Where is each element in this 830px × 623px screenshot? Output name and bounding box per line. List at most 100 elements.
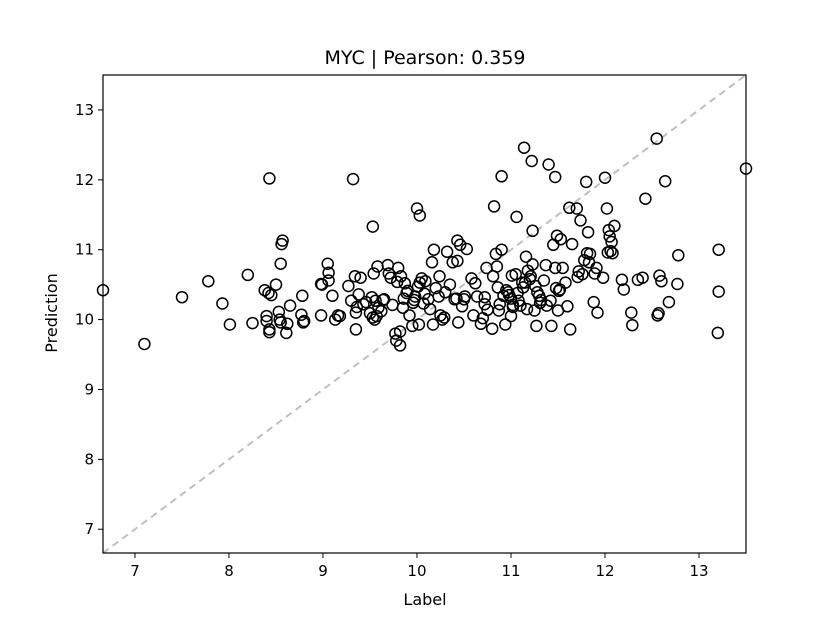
data-point	[581, 225, 595, 239]
x-tick-label: 9	[318, 562, 328, 580]
data-point	[451, 254, 464, 268]
data-point	[281, 317, 294, 331]
data-point	[349, 323, 363, 336]
data-point	[491, 281, 505, 294]
data-point	[570, 202, 584, 215]
data-point	[603, 230, 616, 243]
data-point	[526, 258, 539, 271]
data-point	[625, 306, 638, 319]
data-point	[427, 243, 441, 256]
data-point	[672, 249, 685, 262]
data-point	[636, 271, 649, 284]
data-point	[423, 302, 437, 316]
data-point	[326, 289, 339, 303]
data-point	[509, 267, 522, 281]
x-tick-label: 13	[689, 562, 708, 580]
data-point	[357, 297, 370, 311]
data-point	[246, 316, 259, 330]
data-point	[561, 300, 574, 313]
data-point	[639, 192, 652, 205]
data-point	[606, 246, 619, 260]
axes-frame	[102, 74, 747, 554]
data-point	[396, 301, 410, 314]
data-point	[650, 132, 663, 145]
data-point	[393, 325, 407, 338]
data-point	[590, 261, 603, 275]
data-point	[545, 319, 558, 333]
data-point	[712, 243, 725, 256]
data-point	[554, 232, 568, 246]
y-tick-label: 8	[84, 450, 94, 468]
data-point	[712, 285, 725, 298]
data-point	[314, 309, 328, 322]
data-point	[490, 260, 504, 273]
data-point	[265, 288, 278, 302]
chart-title: MYC | Pearson: 0.359	[324, 47, 525, 69]
data-point	[559, 276, 572, 289]
y-tick-label: 7	[84, 520, 94, 538]
data-point	[478, 290, 491, 304]
data-point	[510, 210, 523, 224]
data-point	[579, 175, 593, 189]
data-point	[574, 214, 587, 227]
data-point	[433, 270, 446, 283]
data-point	[263, 172, 276, 185]
data-point	[514, 299, 527, 312]
data-point	[354, 271, 367, 284]
x-tick-label: 7	[130, 562, 140, 580]
data-point	[617, 283, 631, 296]
data-point	[587, 295, 600, 309]
data-point	[262, 286, 275, 300]
data-point	[608, 219, 621, 233]
data-point	[436, 313, 449, 326]
data-point	[415, 272, 428, 285]
x-tick-label: 10	[407, 562, 426, 580]
data-point	[296, 316, 310, 329]
data-point	[470, 290, 484, 303]
data-point	[556, 261, 569, 275]
data-point	[576, 267, 589, 281]
data-point	[537, 274, 551, 287]
data-point	[413, 209, 427, 222]
x-tick-label: 8	[224, 562, 234, 580]
data-point	[223, 318, 237, 331]
data-point	[425, 256, 439, 269]
data-point	[519, 250, 533, 263]
data-point	[365, 290, 379, 304]
data-point	[398, 277, 412, 290]
data-point	[315, 278, 329, 291]
data-point	[596, 271, 610, 284]
data-point	[346, 172, 360, 186]
data-point	[297, 314, 311, 328]
data-point	[526, 224, 539, 238]
data-point	[432, 290, 445, 303]
data-point	[333, 309, 347, 323]
x-axis-label: Label	[403, 590, 446, 609]
y-tick-label: 12	[75, 171, 94, 189]
data-point	[393, 339, 407, 352]
data-point	[321, 257, 334, 270]
data-point	[524, 270, 537, 283]
data-point	[274, 257, 287, 270]
data-point	[458, 290, 472, 303]
data-point	[655, 274, 668, 288]
data-point	[548, 170, 562, 184]
data-point	[565, 237, 579, 251]
data-point	[552, 284, 566, 298]
data-point	[175, 290, 189, 304]
data-point	[241, 268, 255, 282]
data-point	[544, 294, 557, 307]
data-point	[276, 234, 289, 247]
data-point	[662, 295, 676, 309]
data-point	[391, 261, 405, 275]
data-point	[658, 174, 672, 188]
data-point	[474, 317, 488, 331]
data-point	[499, 318, 512, 331]
data-point	[440, 245, 454, 259]
data-point	[342, 279, 355, 293]
data-point	[263, 325, 276, 339]
data-point	[550, 229, 564, 242]
data-point	[452, 316, 465, 329]
data-point	[260, 314, 273, 328]
